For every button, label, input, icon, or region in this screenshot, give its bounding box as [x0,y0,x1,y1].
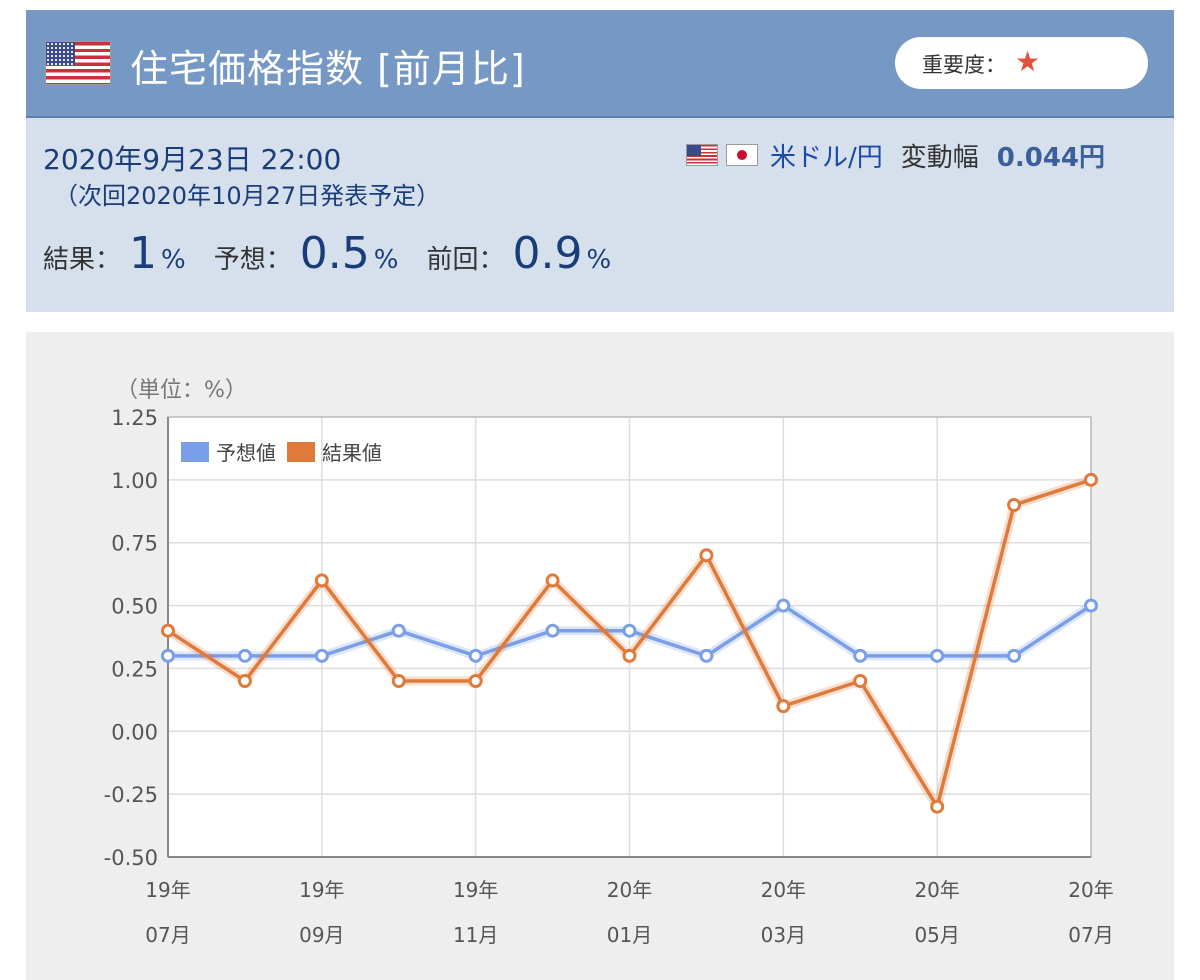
data-point-0 [1084,598,1098,613]
range-value: 0.044円 [996,142,1106,173]
y-tick-label: -0.50 [104,846,158,870]
y-tick-label: 0.25 [111,657,158,681]
x-tick-label-year: 20年 [1068,878,1113,902]
jp-flag-icon [726,144,758,166]
data-point-0 [161,648,175,663]
x-tick-label-month: 09月 [299,923,344,947]
currency-pair-info: 米ドル/円 変動幅 0.044円 [686,138,1106,173]
x-tick-label-month: 11月 [453,923,498,947]
y-tick-label: 0.75 [111,532,158,556]
data-point-1 [545,573,560,588]
data-point-0 [545,623,560,638]
legend-label-1: 結果値 [322,441,382,465]
data-point-1 [391,674,406,688]
previous-percent: % [586,245,612,275]
data-point-0 [776,598,791,613]
data-point-0 [314,648,329,663]
indicator-title: 住宅価格指数 [前月比] [130,47,526,91]
us-flag-icon [686,144,718,166]
result-percent: % [161,245,186,275]
data-point-1 [1007,498,1022,512]
us-flag-icon [45,41,111,85]
result-label: 結果： [43,245,122,275]
star-icon: ★ [1015,45,1041,78]
data-point-0 [237,648,252,663]
x-tick-label-month: 03月 [761,923,806,947]
release-datetime: 2020年9月23日 22:00 [43,143,342,176]
result-value: 1 [129,228,158,279]
forecast-percent: % [373,245,399,275]
x-tick-label-year: 20年 [607,878,652,902]
importance-label: 重要度： [922,53,1006,77]
data-point-1 [930,799,945,814]
data-point-0 [853,648,868,663]
y-tick-label: 1.25 [111,406,158,430]
x-tick-label-month: 07月 [1068,923,1113,947]
unit-label: （単位：%） [116,378,247,403]
data-point-1 [161,623,175,638]
y-tick-label: 1.00 [111,469,158,493]
data-point-0 [468,648,483,663]
data-point-1 [622,648,637,663]
release-values: 結果： 1% 予想： 0.5% 前回： 0.9% [43,228,639,279]
x-tick-label-year: 19年 [145,878,190,902]
currency-pair-link[interactable]: 米ドル/円 [770,142,883,173]
importance-badge: 重要度： ★ [895,37,1148,89]
x-tick-label-month: 05月 [914,923,959,947]
y-tick-label: 0.00 [111,720,158,744]
x-tick-label-year: 20年 [761,878,806,902]
x-tick-label-year: 19年 [299,878,344,902]
data-point-1 [699,548,714,563]
legend-swatch-0 [179,440,211,464]
data-point-1 [468,674,483,688]
range-label: 変動幅 [900,142,979,173]
legend-label-0: 予想値 [216,441,276,465]
release-info-panel: 2020年9月23日 22:00 （次回2020年10月27日発表予定） 米ドル… [26,118,1174,312]
data-point-0 [930,648,945,663]
data-point-1 [776,699,791,714]
line-chart: 1.25 1.00 0.75 0.50 0.25 0.00 -0.25 -0.50 19年 07月… [104,406,1114,947]
previous-value: 0.9 [512,228,583,279]
data-point-0 [699,648,714,663]
forecast-value: 0.5 [299,228,370,279]
data-point-0 [391,623,406,638]
data-point-1 [237,674,252,688]
x-tick-label-month: 01月 [607,923,652,947]
forecast-label: 予想： [213,245,292,275]
y-tick-label: -0.25 [104,783,158,807]
y-tick-label: 0.50 [111,595,158,619]
previous-label: 前回： [426,245,505,275]
x-tick-label-year: 20年 [914,878,959,902]
x-tick-label-month: 07月 [145,923,190,947]
data-point-0 [1007,648,1022,663]
data-point-0 [622,623,637,638]
data-point-1 [853,674,868,688]
indicator-header: 住宅価格指数 [前月比] 重要度： ★ [26,10,1174,118]
next-release: （次回2020年10月27日発表予定） [54,182,441,210]
legend-swatch-1 [285,440,317,464]
data-point-1 [314,573,329,588]
x-tick-label-year: 19年 [453,878,498,902]
chart-panel: （単位：%） 1.25 1.00 0.75 0.50 0.25 0.00 -0.25 -0.5… [26,332,1174,980]
data-point-1 [1084,472,1098,487]
